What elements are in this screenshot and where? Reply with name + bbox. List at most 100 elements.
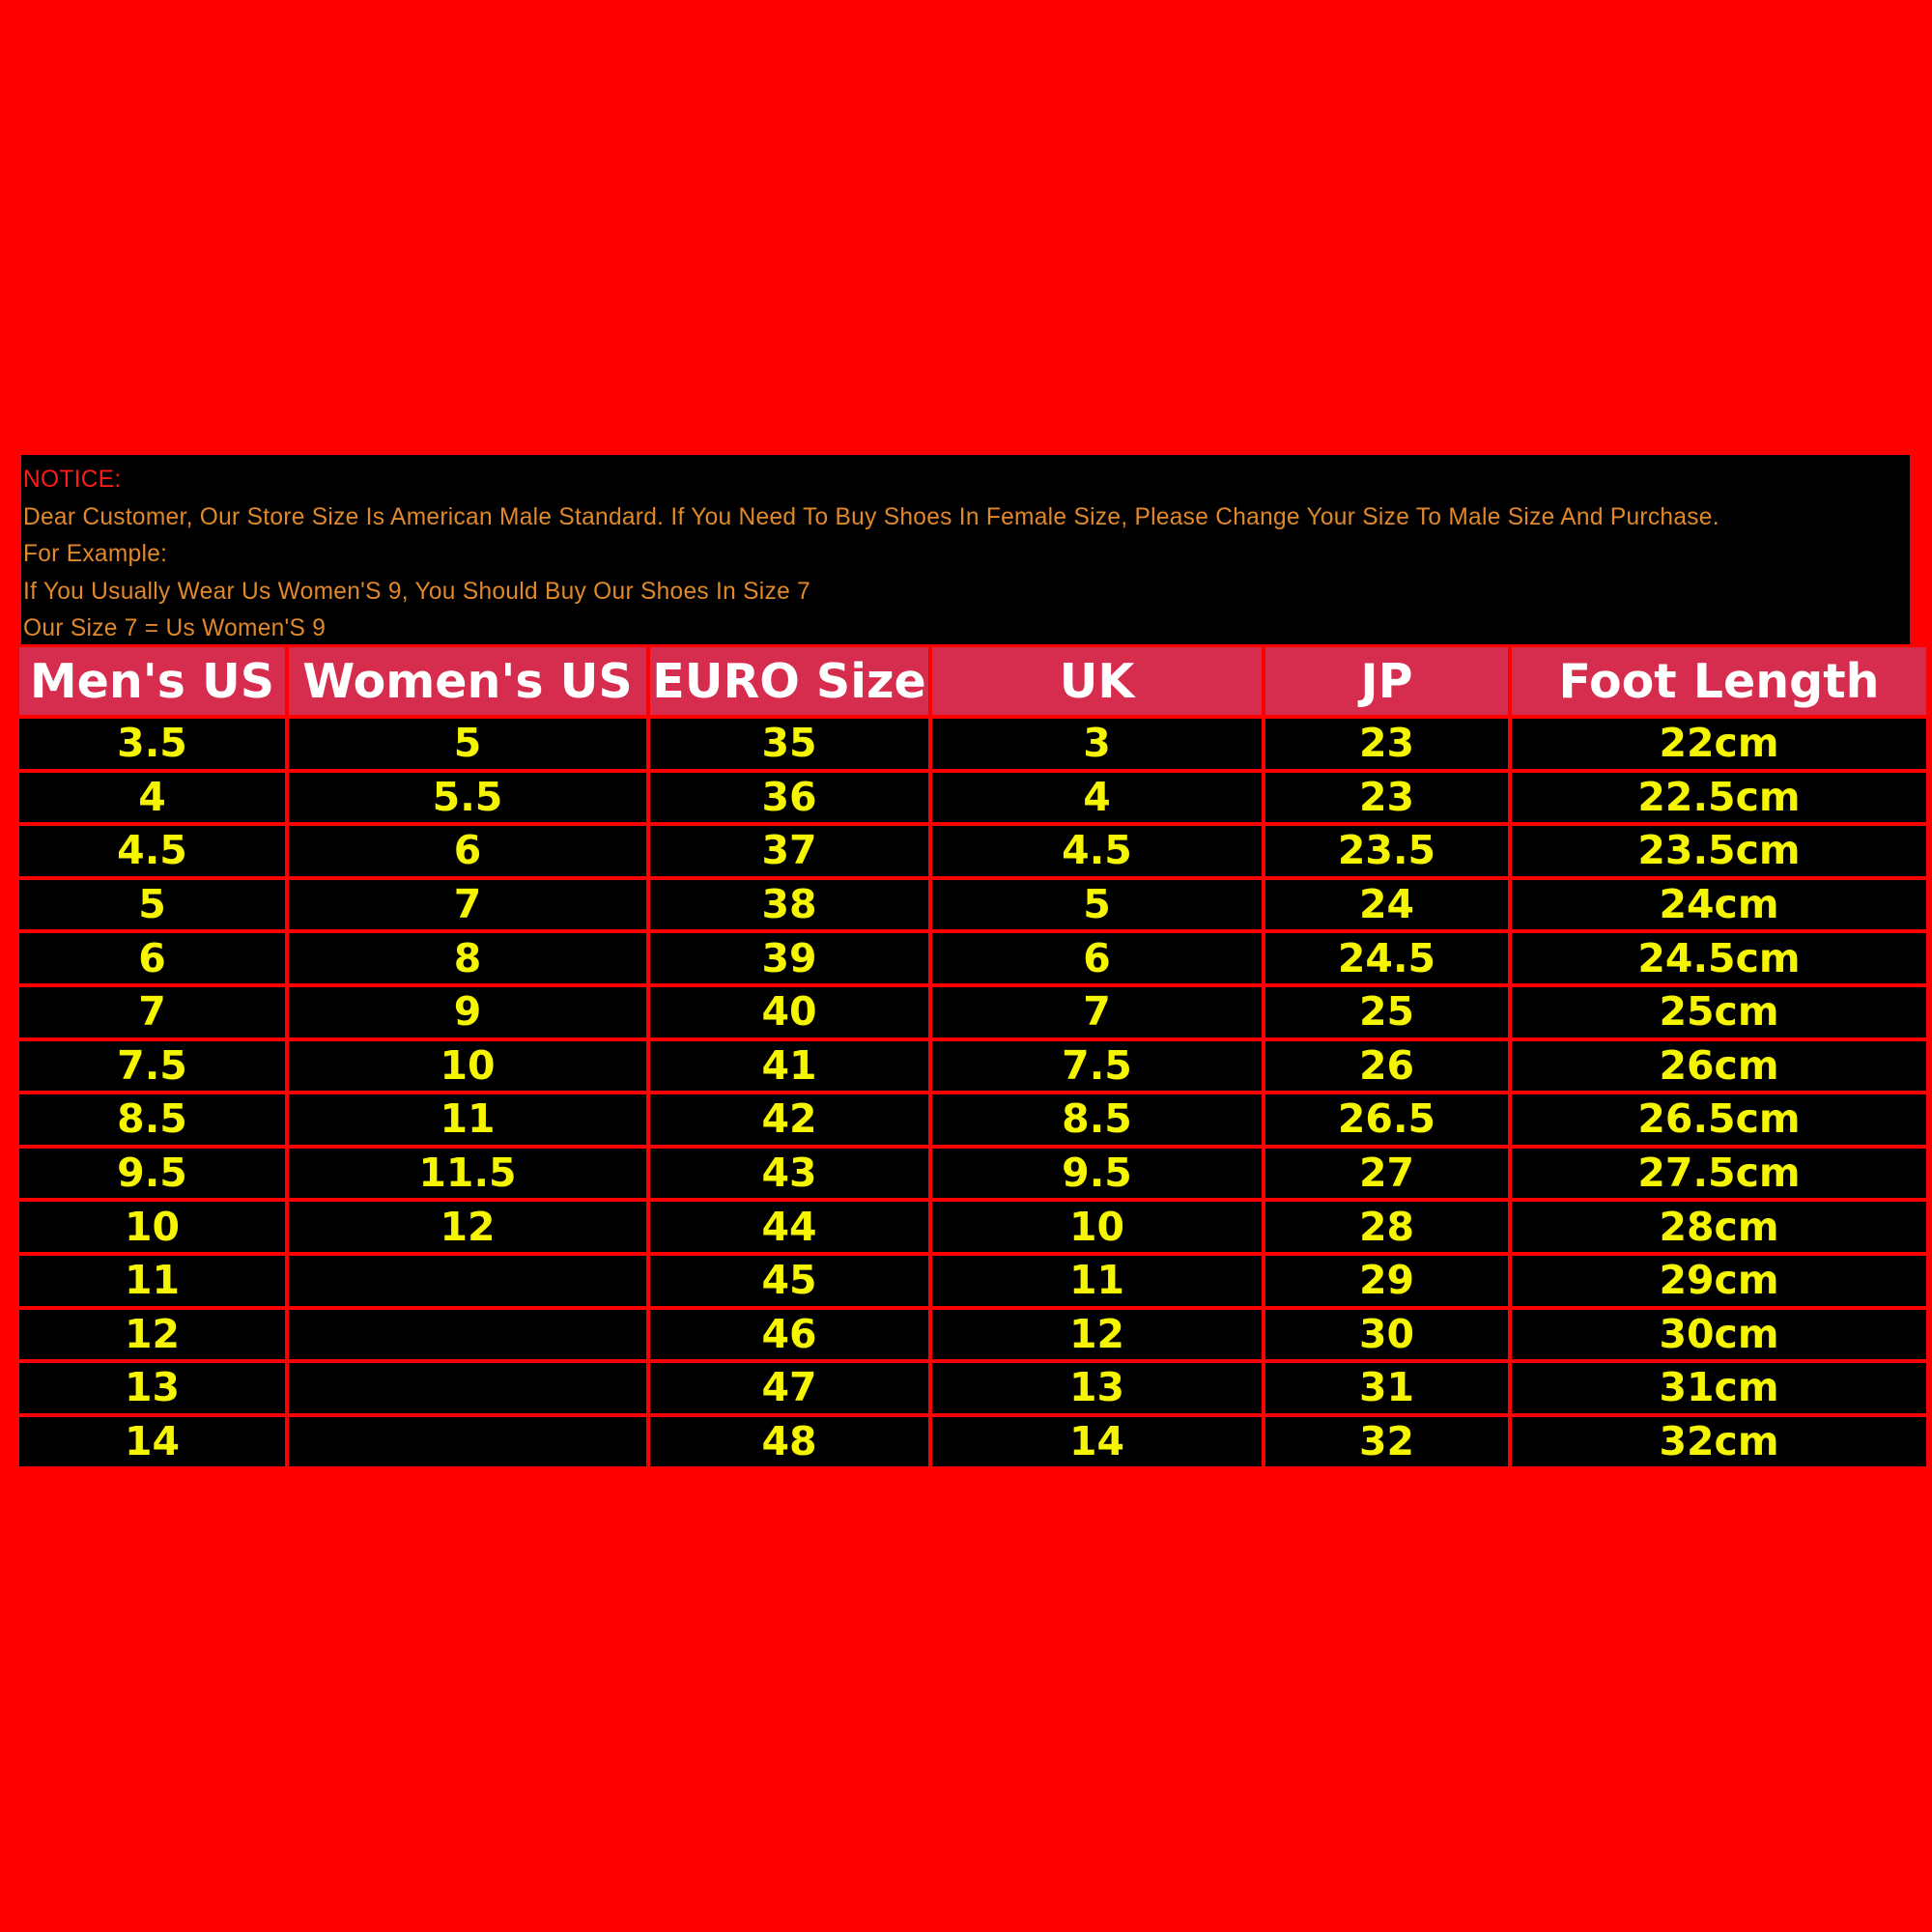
table-cell: 10 (932, 1202, 1262, 1252)
table-cell: 11 (932, 1255, 1262, 1306)
table-cell: 26.5 (1265, 1094, 1508, 1145)
table-cell: 12 (932, 1309, 1262, 1360)
table-cell: 24 (1265, 879, 1508, 930)
table-row: 12 46 12 30 30cm (19, 1309, 1926, 1360)
table-cell: 23 (1265, 719, 1508, 769)
table-row: 8.5 11 42 8.5 26.5 26.5cm (19, 1094, 1926, 1145)
table-cell: 23 (1265, 772, 1508, 823)
table-cell: 27.5cm (1512, 1148, 1926, 1199)
table-cell: 14 (19, 1416, 285, 1467)
table-row: 7.5 10 41 7.5 26 26cm (19, 1040, 1926, 1092)
table-cell: 10 (289, 1040, 646, 1092)
table-cell: 29 (1265, 1255, 1508, 1306)
table-row: 3.5 5 35 3 23 22cm (19, 719, 1926, 769)
table-cell: 26cm (1512, 1040, 1926, 1092)
table-cell: 8.5 (19, 1094, 285, 1145)
table-cell: 5.5 (289, 772, 646, 823)
table-row: 4 5.5 36 4 23 22.5cm (19, 772, 1926, 823)
table-cell: 40 (650, 986, 928, 1037)
notice-title: NOTICE: (23, 466, 122, 493)
table-cell: 4.5 (932, 826, 1262, 876)
table-cell: 9.5 (932, 1148, 1262, 1199)
table-cell: 6 (932, 933, 1262, 983)
table-cell: 30 (1265, 1309, 1508, 1360)
table-header-row: Men's US Women's US EURO Size UK JP Foot Leng… (19, 647, 1926, 715)
table-cell: 3.5 (19, 719, 285, 769)
table-row: 14 48 14 32 32cm (19, 1416, 1926, 1467)
table-cell (289, 1309, 646, 1360)
column-header: Women's US (289, 647, 646, 715)
table-cell: 3 (932, 719, 1262, 769)
table-cell: 47 (650, 1363, 928, 1413)
table-cell: 11 (19, 1255, 285, 1306)
table-cell: 22cm (1512, 719, 1926, 769)
table-cell: 24.5 (1265, 933, 1508, 983)
table-cell: 10 (19, 1202, 285, 1252)
table-cell: 5 (289, 719, 646, 769)
table-cell (289, 1363, 646, 1413)
table-cell: 4.5 (19, 826, 285, 876)
table-cell: 41 (650, 1040, 928, 1092)
column-header: EURO Size (650, 647, 928, 715)
column-header: JP (1265, 647, 1508, 715)
notice-line: Our Size 7 = Us Women'S 9 (23, 614, 327, 641)
table-cell: 9 (289, 986, 646, 1037)
table-cell: 27 (1265, 1148, 1508, 1199)
table-cell: 43 (650, 1148, 928, 1199)
table-cell: 11.5 (289, 1148, 646, 1199)
table-cell: 37 (650, 826, 928, 876)
table-cell: 28 (1265, 1202, 1508, 1252)
table-cell: 46 (650, 1309, 928, 1360)
size-chart-table: Men's US Women's US EURO Size UK JP Foot Leng… (15, 643, 1930, 1470)
table-cell: 31 (1265, 1363, 1508, 1413)
notice-line: If You Usually Wear Us Women'S 9, You Sh… (23, 577, 811, 605)
table-cell: 45 (650, 1255, 928, 1306)
table-cell: 11 (289, 1094, 646, 1145)
table-cell: 7 (289, 879, 646, 930)
table-cell: 48 (650, 1416, 928, 1467)
table-cell: 23.5 (1265, 826, 1508, 876)
table-cell: 26 (1265, 1040, 1508, 1092)
table-cell: 4 (932, 772, 1262, 823)
table-cell (289, 1416, 646, 1467)
table-row: 10 12 44 10 28 28cm (19, 1202, 1926, 1252)
table-row: 9.5 11.5 43 9.5 27 27.5cm (19, 1148, 1926, 1199)
table-row: 11 45 11 29 29cm (19, 1255, 1926, 1306)
table-cell: 6 (19, 933, 285, 983)
column-header: UK (932, 647, 1262, 715)
table-cell: 36 (650, 772, 928, 823)
table-cell: 7.5 (932, 1040, 1262, 1092)
table-cell: 13 (19, 1363, 285, 1413)
table-cell: 22.5cm (1512, 772, 1926, 823)
notice-line: Dear Customer, Our Store Size Is America… (23, 502, 1719, 530)
table-cell: 25 (1265, 986, 1508, 1037)
table-cell: 12 (289, 1202, 646, 1252)
table-cell: 24.5cm (1512, 933, 1926, 983)
table-cell: 4 (19, 772, 285, 823)
table-cell: 32cm (1512, 1416, 1926, 1467)
table-cell: 39 (650, 933, 928, 983)
table-cell: 13 (932, 1363, 1262, 1413)
table-row: 13 47 13 31 31cm (19, 1363, 1926, 1413)
table-cell: 7 (19, 986, 285, 1037)
table-cell: 5 (932, 879, 1262, 930)
table-cell: 42 (650, 1094, 928, 1145)
table-cell: 5 (19, 879, 285, 930)
table-cell: 28cm (1512, 1202, 1926, 1252)
column-header: Foot Length (1512, 647, 1926, 715)
table-cell: 26.5cm (1512, 1094, 1926, 1145)
table-row: 7 9 40 7 25 25cm (19, 986, 1926, 1037)
table-cell: 25cm (1512, 986, 1926, 1037)
table-cell: 8 (289, 933, 646, 983)
table-cell: 35 (650, 719, 928, 769)
notice-box: NOTICE: Dear Customer, Our Store Size Is… (21, 455, 1910, 644)
table-cell: 44 (650, 1202, 928, 1252)
table-cell: 32 (1265, 1416, 1508, 1467)
column-header: Men's US (19, 647, 285, 715)
table-cell: 12 (19, 1309, 285, 1360)
table-cell: 7.5 (19, 1040, 285, 1092)
notice-line: For Example: (23, 540, 168, 567)
table-cell (289, 1255, 646, 1306)
table-cell: 6 (289, 826, 646, 876)
table-row: 6 8 39 6 24.5 24.5cm (19, 933, 1926, 983)
